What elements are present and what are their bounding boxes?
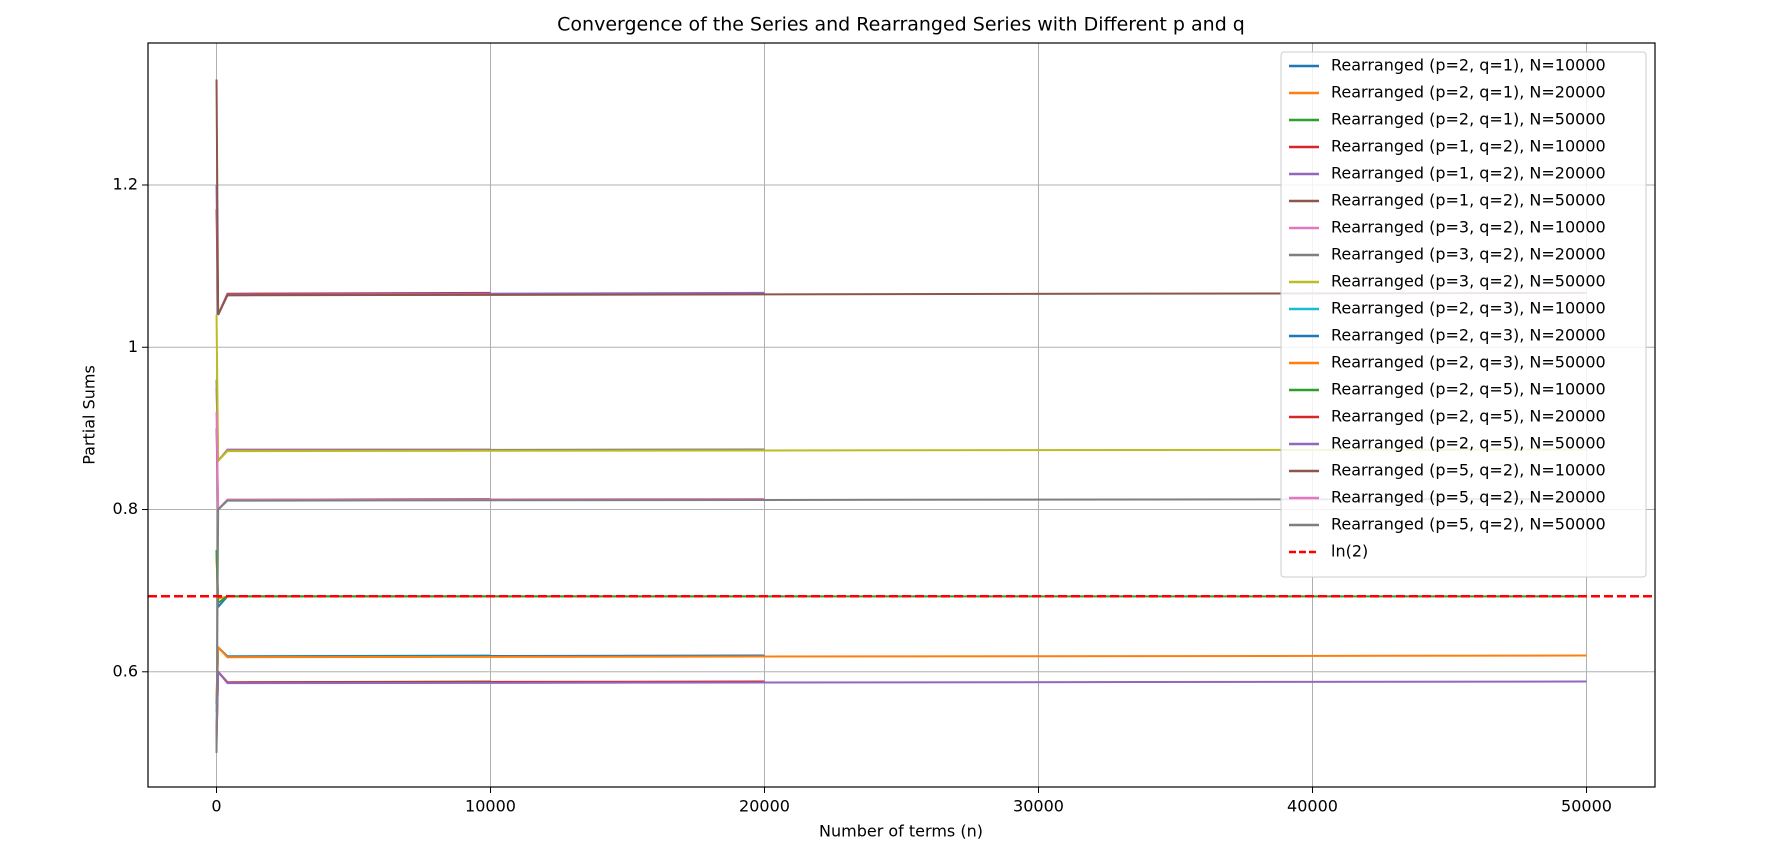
plot-frame (147, 42, 1656, 788)
legend-label: Rearranged (p=3, q=2), N=10000 (1331, 218, 1606, 237)
series-line (215, 550, 491, 610)
legend-label: Rearranged (p=1, q=2), N=10000 (1331, 137, 1606, 156)
legend-label: Rearranged (p=2, q=1), N=10000 (1331, 56, 1606, 75)
y-tick-label: 0.8 (113, 499, 138, 518)
legend-label: Rearranged (p=5, q=2), N=50000 (1331, 515, 1606, 534)
plot-area (148, 79, 1655, 753)
legend-box (1280, 51, 1647, 578)
legend-label: Rearranged (p=2, q=1), N=50000 (1331, 110, 1606, 129)
x-tick-label: 20000 (739, 797, 790, 816)
legend-label: ln(2) (1331, 542, 1368, 561)
legend-label: Rearranged (p=2, q=5), N=50000 (1331, 434, 1606, 453)
legend-label: Rearranged (p=1, q=2), N=20000 (1331, 164, 1606, 183)
legend-label: Rearranged (p=2, q=3), N=20000 (1331, 326, 1606, 345)
series-line (215, 428, 491, 512)
legend: Rearranged (p=2, q=1), N=10000 Rearranged… (1280, 51, 1647, 578)
legend-label: Rearranged (p=2, q=3), N=50000 (1331, 353, 1606, 372)
y-axis-label: Partial Sums (80, 365, 99, 465)
legend-label: Rearranged (p=2, q=5), N=10000 (1331, 380, 1606, 399)
x-tick-label: 0 (211, 797, 221, 816)
legend-label: Rearranged (p=5, q=2), N=10000 (1331, 461, 1606, 480)
chart-title: Convergence of the Series and Rearranged… (557, 14, 1245, 36)
legend-label: Rearranged (p=3, q=2), N=50000 (1331, 272, 1606, 291)
legend-label: Rearranged (p=5, q=2), N=20000 (1331, 488, 1606, 507)
legend-label: Rearranged (p=3, q=2), N=20000 (1331, 245, 1606, 264)
series-line (215, 497, 1587, 753)
y-tick-label: 1 (128, 337, 138, 356)
x-axis-label: Number of terms (n) (819, 822, 983, 841)
series-line (215, 669, 491, 729)
series-line (215, 209, 491, 316)
x-tick-label: 50000 (1561, 797, 1612, 816)
series-line (215, 669, 1587, 745)
legend-label: Rearranged (p=2, q=5), N=20000 (1331, 407, 1606, 426)
x-tick-label: 10000 (465, 797, 516, 816)
x-tick-label: 40000 (1287, 797, 1338, 816)
y-tick-label: 1.2 (113, 174, 138, 193)
y-tick-label: 0.6 (113, 661, 138, 680)
x-tick-label: 30000 (1013, 797, 1064, 816)
legend-label: Rearranged (p=2, q=1), N=20000 (1331, 83, 1606, 102)
series-line (215, 79, 1587, 316)
legend-label: Rearranged (p=1, q=2), N=50000 (1331, 191, 1606, 210)
series-line (215, 314, 1587, 464)
legend-label: Rearranged (p=2, q=3), N=10000 (1331, 299, 1606, 318)
